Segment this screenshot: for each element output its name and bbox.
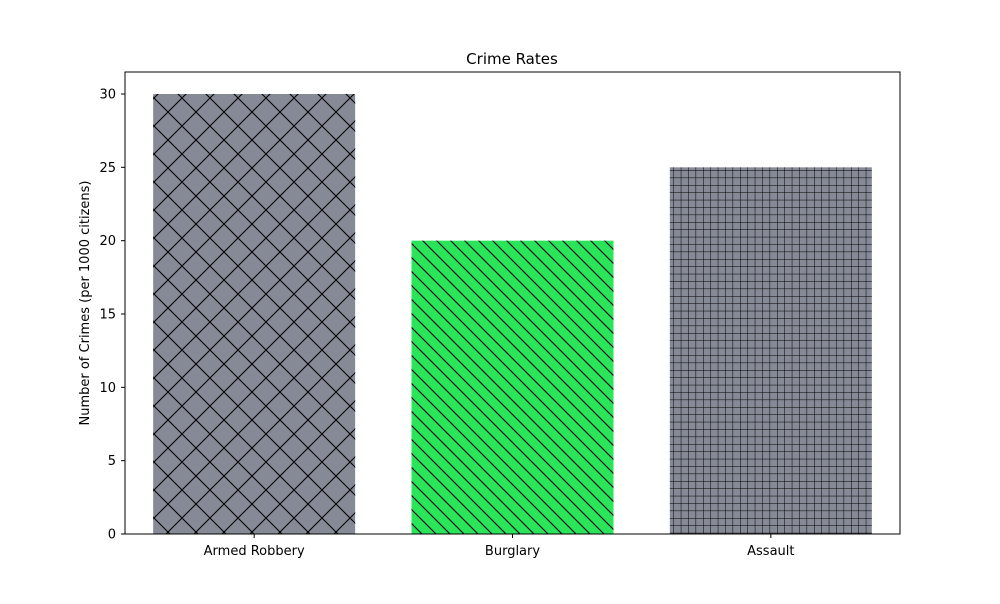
x-tick-label: Assault (747, 544, 794, 559)
y-tick-label: 10 (99, 381, 116, 396)
y-tick-label: 15 (99, 308, 116, 323)
y-tick-label: 20 (99, 234, 116, 249)
bar-hatch-armed-robbery (153, 94, 356, 534)
x-tick-label: Armed Robbery (204, 544, 305, 559)
bar-hatch-burglary (411, 240, 614, 534)
y-axis-label: Number of Crimes (per 1000 citizens) (78, 180, 93, 425)
bars-group (153, 94, 872, 535)
x-tick-label: Burglary (485, 544, 540, 559)
x-axis: Armed Robbery Burglary Assault (204, 534, 795, 559)
y-tick-label: 5 (108, 454, 116, 469)
y-tick-label: 0 (108, 528, 116, 543)
y-axis: 0 5 10 15 20 25 30 (99, 88, 125, 543)
y-tick-label: 30 (99, 88, 116, 103)
plot-frame (124, 71, 901, 535)
bar-hatch-assault (669, 167, 872, 535)
chart-title: Crime Rates (466, 50, 558, 68)
y-tick-label: 25 (99, 161, 116, 176)
